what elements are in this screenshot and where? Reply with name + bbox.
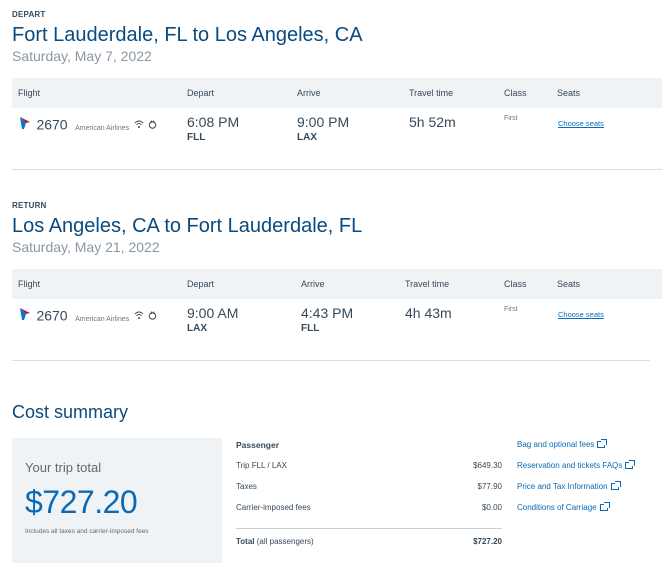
col-arrive: Arrive [297, 88, 321, 98]
bag-fees-link[interactable]: Bag and optional fees [517, 439, 608, 449]
conditions-of-carriage-link-label: Conditions of Carriage [517, 503, 597, 512]
cost-summary-title: Cost summary [12, 402, 129, 422]
trip-total-amount: $727.20 [25, 484, 138, 520]
arrive-time: 9:00 PM [297, 114, 350, 130]
depart-airport-code: LAX [187, 323, 207, 334]
depart-time-cell: 6:08 PM FLL [187, 114, 239, 143]
class-value: First [504, 115, 518, 122]
cost-line-label: Carrier-imposed fees [236, 503, 311, 512]
power-outlet-icon [148, 311, 157, 322]
col-travel-time: Travel time [405, 279, 450, 289]
american-airlines-tail-icon [18, 116, 32, 135]
total-value: $727.20 [473, 537, 502, 546]
travel-time: 5h 52m [409, 114, 456, 130]
arrive-time-cell: 4:43 PM FLL [301, 305, 353, 334]
travel-time: 4h 43m [405, 305, 452, 321]
cost-line-label: Taxes [236, 482, 257, 491]
flight-number: 2670 [36, 307, 68, 324]
cost-line-value: $77.90 [477, 482, 502, 491]
price-tax-info-link[interactable]: Price and Tax Information [517, 481, 621, 491]
reservation-faqs-link[interactable]: Reservation and tickets FAQs [517, 460, 636, 470]
your-trip-total-label: Your trip total [25, 460, 102, 475]
reservation-faqs-link-label: Reservation and tickets FAQs [517, 461, 623, 470]
external-link-icon [625, 460, 636, 470]
col-depart: Depart [187, 88, 215, 98]
return-date: Saturday, May 21, 2022 [12, 239, 160, 255]
col-seats: Seats [557, 88, 581, 98]
depart-route-title: Fort Lauderdale, FL to Los Angeles, CA [12, 24, 363, 46]
choose-seats-link[interactable]: Choose seats [558, 310, 604, 319]
return-section-label: RETURN [12, 201, 47, 210]
arrive-airport-code: LAX [297, 132, 317, 143]
trip-total-box: Your trip total $727.20 Includes all tax… [12, 438, 222, 563]
col-travel-time: Travel time [409, 88, 454, 98]
total-sub-label: (all passengers) [256, 537, 314, 546]
return-flight-row: 2670 American Airlines 9:00 AM LAX 4:43 … [12, 299, 650, 361]
return-route-title: Los Angeles, CA to Fort Lauderdale, FL [12, 215, 363, 237]
cost-line-label: Trip FLL / LAX [236, 461, 287, 470]
col-seats: Seats [557, 279, 581, 289]
american-airlines-tail-icon [18, 307, 32, 326]
depart-section-label: DEPART [12, 10, 46, 19]
total-label-group: Total (all passengers) [236, 537, 314, 546]
flight-number: 2670 [36, 116, 68, 133]
external-link-icon [597, 439, 608, 449]
depart-date: Saturday, May 7, 2022 [12, 48, 152, 64]
airline-name: American Airlines [75, 124, 130, 132]
choose-seats-link[interactable]: Choose seats [558, 119, 604, 128]
external-link-icon [610, 481, 621, 491]
airline-name: American Airlines [75, 315, 130, 323]
col-class: Class [504, 279, 527, 289]
col-arrive: Arrive [301, 279, 325, 289]
return-table-header: Flight Depart Arrive Travel time Class S… [12, 269, 662, 299]
depart-table-header: Flight Depart Arrive Travel time Class S… [12, 78, 662, 108]
col-depart: Depart [187, 279, 215, 289]
depart-time: 9:00 AM [187, 305, 239, 321]
cost-line-value: $0.00 [481, 503, 502, 512]
cost-divider [236, 528, 502, 529]
depart-time: 6:08 PM [187, 114, 240, 130]
wifi-icon [134, 311, 144, 322]
depart-flight-row: 2670 American Airlines 6:08 PM FLL 9:00 … [12, 108, 662, 170]
external-link-icon [599, 502, 610, 512]
bag-fees-link-label: Bag and optional fees [517, 440, 595, 449]
total-label: Total [236, 537, 255, 546]
col-class: Class [504, 88, 527, 98]
depart-time-cell: 9:00 AM LAX [187, 305, 238, 334]
power-outlet-icon [148, 120, 157, 131]
depart-airport-code: FLL [187, 132, 206, 143]
flight-cell: 2670 American Airlines [18, 307, 157, 326]
col-flight: Flight [18, 88, 41, 98]
class-value: First [504, 306, 518, 313]
flight-cell: 2670 American Airlines [18, 116, 157, 135]
total-note: Includes all taxes and carrier-imposed f… [25, 528, 149, 535]
wifi-icon [134, 120, 144, 131]
arrive-time: 4:43 PM [301, 305, 354, 321]
conditions-of-carriage-link[interactable]: Conditions of Carriage [517, 502, 610, 512]
arrive-airport-code: FLL [301, 323, 320, 334]
col-flight: Flight [18, 279, 41, 289]
price-tax-info-link-label: Price and Tax Information [517, 482, 608, 491]
cost-line-value: $649.30 [473, 461, 502, 470]
passenger-header: Passenger [236, 440, 279, 450]
arrive-time-cell: 9:00 PM LAX [297, 114, 349, 143]
